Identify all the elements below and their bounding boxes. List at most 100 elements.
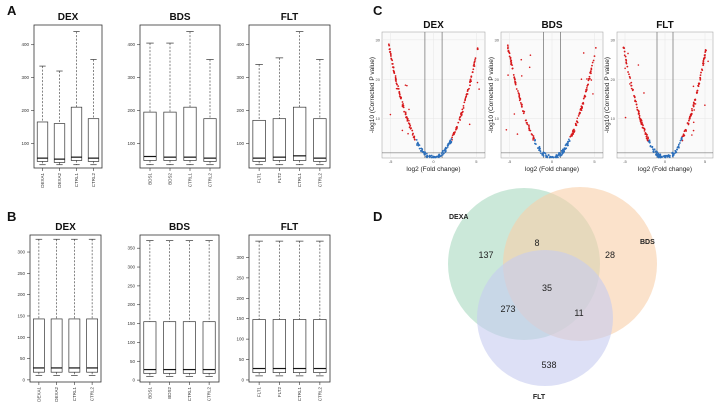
box-body	[313, 118, 327, 162]
significant-point	[580, 109, 583, 112]
significant-point	[624, 55, 627, 58]
box-bds1: BDS1	[143, 240, 157, 399]
box-flt1: FLT1	[252, 64, 266, 183]
significant-point	[511, 67, 514, 70]
significant-point	[586, 78, 588, 80]
significant-point	[455, 126, 458, 129]
significant-point	[398, 93, 401, 96]
volcano-plot-flt: FLT -5 0 5 10 20 30 log2 (Fold change) -log10 (C…	[604, 20, 714, 173]
significant-point	[704, 54, 706, 56]
x-tick-label: 5	[704, 159, 707, 164]
significant-point	[636, 108, 639, 111]
nonsignificant-point	[445, 150, 447, 152]
volcano-points	[622, 46, 709, 159]
significant-point	[576, 121, 579, 124]
nonsignificant-point	[679, 139, 682, 142]
nonsignificant-point	[444, 148, 446, 150]
venn-region-flt-only: 538	[541, 360, 556, 370]
y-tick-label: 10	[611, 116, 616, 121]
significant-point	[406, 119, 409, 122]
y-tick-label: 30	[376, 37, 381, 42]
significant-point	[699, 74, 702, 77]
venn-region-bds-flt: 11	[574, 308, 583, 318]
x-axis-label: log2 (Fold change)	[406, 166, 460, 173]
significant-point	[633, 96, 636, 99]
x-tick-label: FLT2	[277, 387, 282, 398]
box-body	[70, 106, 83, 161]
venn-set-label: FLT	[533, 394, 546, 401]
panel-label-d: D	[373, 209, 383, 224]
significant-point	[401, 129, 404, 132]
significant-point	[594, 46, 597, 49]
significant-point	[590, 67, 593, 70]
significant-point	[699, 78, 702, 81]
significant-point	[469, 78, 472, 81]
significant-point	[406, 117, 409, 120]
significant-point	[572, 130, 574, 133]
significant-point	[472, 68, 475, 71]
y-tick-label: 200	[127, 108, 135, 113]
nonsignificant-point	[430, 156, 433, 159]
significant-point	[583, 94, 586, 97]
box-body	[36, 121, 49, 162]
significant-point	[630, 81, 633, 84]
box-ctrl1: CTRL1	[183, 31, 197, 187]
box-plot-b-bds: BDS 0 50 100 150 200 250 300 350 BDS1 BDS2 CTRL1 CTR…	[127, 222, 220, 401]
plot-title: DEX	[58, 12, 79, 23]
significant-point	[578, 111, 581, 114]
nonsignificant-point	[545, 154, 547, 157]
venn-set-label: DEXA	[449, 214, 468, 221]
box-body	[252, 119, 266, 162]
y-tick-label: 350	[127, 246, 135, 251]
box-body	[50, 318, 63, 373]
significant-point	[528, 124, 530, 127]
significant-point	[701, 62, 704, 65]
significant-point	[394, 75, 397, 77]
significant-point	[509, 60, 512, 63]
significant-point	[398, 90, 401, 93]
nonsignificant-point	[442, 152, 445, 155]
significant-point	[584, 90, 587, 93]
significant-point	[628, 73, 630, 76]
nonsignificant-point	[426, 156, 428, 159]
venn-set-label: BDS	[640, 239, 655, 246]
nonsignificant-point	[669, 154, 671, 157]
nonsignificant-point	[677, 143, 680, 146]
significant-point	[632, 88, 634, 91]
significant-point	[410, 127, 413, 130]
x-axis-label: log2 (Fold change)	[525, 166, 579, 173]
significant-point	[687, 123, 690, 126]
significant-point	[389, 48, 391, 50]
nonsignificant-point	[680, 138, 683, 141]
y-tick-label: 10	[495, 116, 500, 121]
nonsignificant-point	[652, 151, 655, 154]
significant-point	[472, 64, 475, 67]
nonsignificant-point	[565, 143, 568, 146]
nonsignificant-point	[677, 146, 679, 148]
nonsignificant-point	[655, 153, 657, 156]
significant-point	[396, 83, 398, 86]
significant-point	[637, 113, 640, 115]
box-bds1: BDS1	[143, 42, 157, 185]
plot-title: BDS	[169, 222, 190, 233]
significant-point	[691, 108, 693, 110]
significant-point	[634, 100, 636, 103]
significant-point	[699, 77, 702, 80]
significant-point	[683, 130, 686, 133]
x-tick-label: 5	[475, 159, 478, 164]
y-tick-label: 300	[236, 255, 244, 260]
significant-point	[466, 90, 469, 93]
nonsignificant-point	[418, 147, 421, 150]
box-flt2: FLT2	[272, 240, 287, 398]
box-body	[203, 118, 217, 162]
significant-point	[704, 104, 706, 106]
nonsignificant-point	[566, 142, 569, 145]
significant-point	[473, 60, 476, 63]
significant-point	[395, 80, 397, 82]
nonsignificant-point	[657, 152, 660, 155]
x-tick-label: CTRL2	[91, 173, 96, 188]
volcano-points	[505, 44, 597, 159]
y-tick-label: 150	[17, 313, 25, 318]
significant-point	[587, 79, 590, 82]
box-body	[182, 321, 196, 374]
